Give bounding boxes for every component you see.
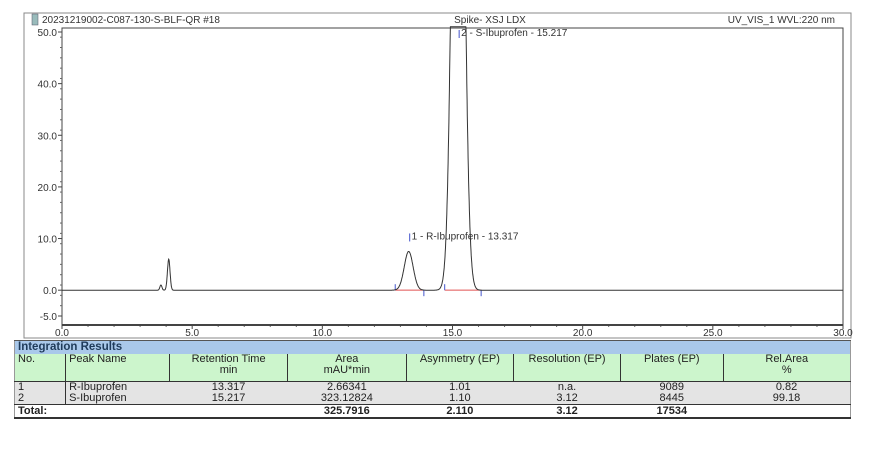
total-cell: Total:: [14, 404, 66, 419]
table-cell: 0.82: [723, 381, 851, 393]
y-tick-label: 30.0: [38, 131, 58, 142]
header-unit: mAU*min: [323, 364, 371, 376]
table-title: Integration Results: [14, 340, 851, 354]
column-header: Plates (EP): [620, 353, 724, 382]
table-cell: 2.66341: [287, 381, 407, 393]
header-label: No.: [18, 353, 36, 365]
peak-label: 2 - S-Ibuprofen - 15.217: [461, 28, 568, 39]
column-header: Area mAU*min: [287, 353, 407, 382]
header-unit: %: [781, 364, 792, 376]
column-header: Peak Name: [65, 353, 170, 382]
total-cell: [65, 404, 170, 419]
peak-label: 1 - R-Ibuprofen - 13.317: [412, 231, 519, 242]
chromatogram: 20231219002-C087-130-S-BLF-QR #18 Spike-…: [23, 12, 853, 339]
x-tick-label: 20.0: [573, 328, 593, 339]
total-cell: 17534: [620, 404, 724, 419]
sample-name: 20231219002-C087-130-S-BLF-QR #18: [42, 15, 220, 26]
total-cell: [169, 404, 288, 419]
table-cell: 3.12: [513, 393, 621, 405]
x-tick-label: 25.0: [703, 328, 723, 339]
table-cell: 13.317: [169, 381, 288, 393]
y-tick-label: 20.0: [38, 183, 58, 194]
total-cell: 3.12: [513, 404, 621, 419]
header-label: Rel.Area: [765, 353, 809, 365]
table-cell: 8445: [620, 393, 724, 405]
header-label: Peak Name: [69, 353, 127, 365]
plot-area: [61, 27, 844, 326]
column-header: Retention Time min: [169, 353, 288, 382]
header-label: Retention Time: [191, 353, 266, 365]
y-tick-label: 40.0: [38, 80, 58, 91]
document-icon: [31, 13, 39, 26]
column-header: No.: [14, 353, 66, 382]
y-tick-label: 50.0: [38, 28, 58, 39]
table-cell: 1: [14, 381, 66, 393]
table-cell: 99.18: [723, 393, 851, 405]
header-label: Resolution (EP): [528, 353, 606, 365]
x-tick-label: 5.0: [185, 328, 199, 339]
column-header: Rel.Area%: [722, 353, 851, 382]
x-tick-label: 0.0: [55, 328, 69, 339]
table-row: 2 S-Ibuprofen 15.217 323.12824 1.10 3.12 8445 9…: [14, 393, 851, 405]
table-cell: n.a.: [513, 381, 621, 393]
method-name: Spike- XSJ LDX: [454, 15, 526, 26]
table-cell: 1.01: [406, 381, 514, 393]
y-tick-label: 0.0: [43, 286, 57, 297]
integration-results-table: Integration Results No. Peak Name Retentio…: [14, 340, 851, 419]
chart-frame: [23, 12, 852, 339]
column-header: Asymmetry (EP): [405, 353, 514, 382]
table-cell: 1.10: [406, 393, 514, 405]
table-cell: R-Ibuprofen: [65, 381, 170, 393]
header-unit: min: [219, 364, 238, 376]
header-label: Asymmetry (EP): [419, 353, 500, 365]
x-tick-label: 15.0: [443, 328, 463, 339]
table-cell: 323.12824: [287, 393, 407, 405]
chromatogram-trace: [62, 26, 843, 291]
table-cell: 15.217: [169, 393, 288, 405]
table-cell: 2: [14, 393, 66, 405]
x-tick-label: 30.0: [833, 328, 853, 339]
y-tick-label: 10.0: [38, 235, 58, 246]
table-cell: 9089: [620, 381, 724, 393]
total-cell: 325.7916: [287, 404, 407, 419]
table-cell: S-Ibuprofen: [65, 393, 170, 405]
total-row: Total: 325.7916 2.110 3.12 17534: [14, 404, 851, 419]
total-cell: 2.110: [406, 404, 514, 419]
channel-name: UV_VIS_1 WVL:220 nm: [728, 15, 835, 26]
header-label: Area: [335, 353, 359, 365]
table-row: 1 R-Ibuprofen 13.317 2.66341 1.01 n.a. 9089 0.8…: [14, 381, 851, 393]
column-header: Resolution (EP): [513, 353, 621, 382]
total-cell: [723, 404, 851, 419]
y-tick-label: -5.0: [40, 312, 58, 323]
header-label: Plates (EP): [643, 353, 700, 365]
x-tick-label: 10.0: [313, 328, 333, 339]
